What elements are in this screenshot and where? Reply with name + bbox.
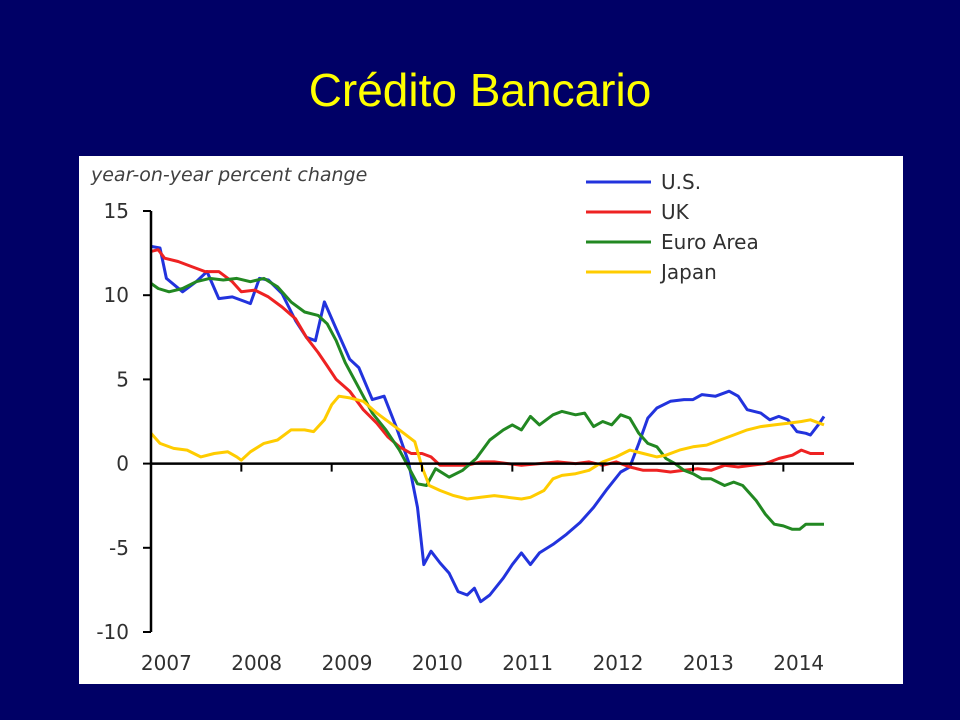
- legend-label: UK: [661, 200, 690, 224]
- chart-legend: U.S. UK Euro Area Japan: [586, 170, 759, 284]
- x-tick-label: 2009: [322, 651, 373, 675]
- y-tick-label: 10: [104, 283, 129, 307]
- tick-labels: 15 10 5 0 -5 -10 2007 2008 2009 2010 2011 2012 2013 2…: [96, 199, 824, 675]
- x-tick-label: 2014: [773, 651, 824, 675]
- chart-panel: year-on-year percent change U.S. UK Euro A…: [79, 156, 903, 684]
- series-line-japan: [149, 394, 825, 501]
- y-tick-label: 0: [116, 452, 129, 476]
- x-tick-label: 2007: [141, 651, 192, 675]
- axes-layer: [143, 210, 854, 633]
- x-tick-label: 2008: [231, 651, 282, 675]
- y-tick-label: 15: [104, 199, 129, 223]
- x-tick-label: 2011: [502, 651, 553, 675]
- legend-label: Euro Area: [661, 230, 759, 254]
- series-line-u-s: [150, 244, 826, 604]
- series-layer: [149, 244, 826, 604]
- y-tick-label: 5: [116, 367, 129, 391]
- legend-label: Japan: [659, 260, 717, 284]
- y-tick-label: -5: [109, 536, 129, 560]
- legend-label: U.S.: [661, 170, 701, 194]
- x-tick-label: 2010: [412, 651, 463, 675]
- line-chart: year-on-year percent change U.S. UK Euro A…: [90, 164, 854, 675]
- y-axis-label: year-on-year percent change: [90, 164, 367, 186]
- x-tick-label: 2012: [593, 651, 644, 675]
- series-line-euro-area: [150, 276, 824, 531]
- y-tick-label: -10: [96, 620, 129, 644]
- slide-title: Crédito Bancario: [308, 64, 652, 116]
- series-line-uk: [150, 248, 824, 474]
- x-tick-label: 2013: [683, 651, 734, 675]
